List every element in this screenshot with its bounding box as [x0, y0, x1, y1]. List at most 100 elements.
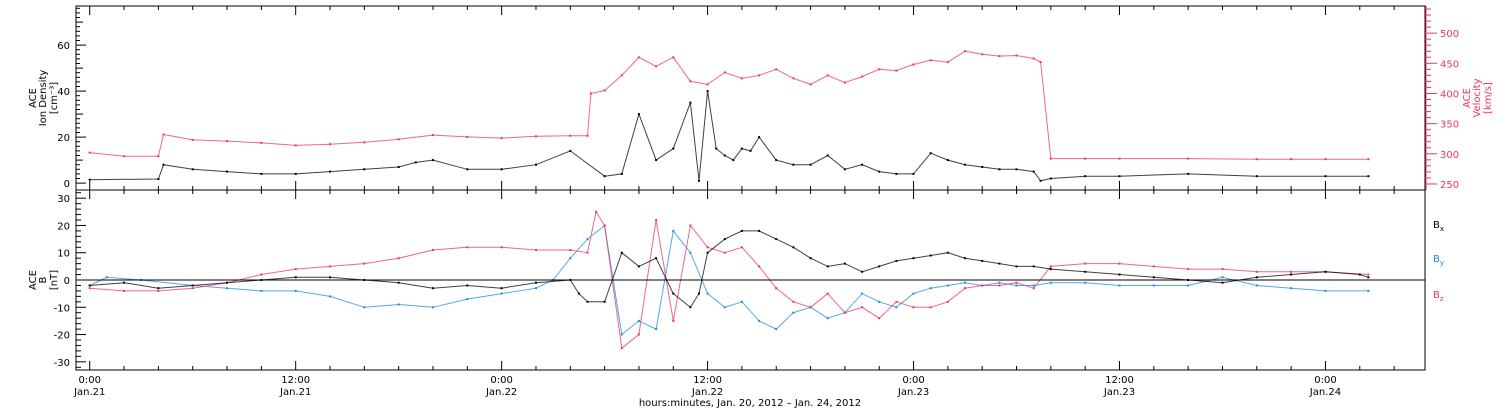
- ion-density-point: [929, 152, 932, 155]
- x-tick-date-label: Jan.22: [691, 387, 723, 398]
- bz-point: [1118, 262, 1121, 265]
- ion-density-point: [432, 159, 434, 162]
- bz-point: [1084, 262, 1087, 265]
- bottom-y-tick-label: -10: [54, 303, 70, 314]
- ion-density-point: [1324, 175, 1327, 178]
- by-point: [329, 295, 331, 298]
- by-point: [569, 257, 572, 260]
- bz-point: [912, 306, 915, 309]
- ion-density-point: [1367, 175, 1370, 178]
- bz-point: [123, 289, 126, 292]
- by-point: [775, 328, 778, 331]
- bz-point: [1049, 265, 1052, 268]
- bx-point: [946, 251, 949, 254]
- bz-point: [998, 284, 1001, 287]
- ion-density-point: [723, 154, 726, 157]
- bz-point: [157, 289, 160, 292]
- velocity-point: [1187, 157, 1190, 160]
- bz-point: [88, 287, 91, 290]
- bx-point: [191, 284, 194, 287]
- top-y2-tick-label: 350: [1440, 120, 1459, 131]
- bz-point: [535, 249, 537, 251]
- bz-point: [809, 306, 812, 309]
- velocity-point: [1084, 157, 1087, 160]
- top-y-tick-label: 0: [64, 179, 70, 190]
- velocity-point: [329, 143, 331, 146]
- velocity-point: [672, 56, 675, 59]
- top-ylabel-line3: [cm⁻³]: [49, 82, 60, 114]
- bx-point: [1049, 268, 1052, 271]
- by-point: [740, 300, 743, 303]
- ion-density-point: [758, 136, 761, 139]
- velocity-point: [191, 138, 194, 141]
- ion-density-point: [569, 149, 572, 152]
- bx-point: [1084, 270, 1087, 273]
- bz-point: [861, 306, 864, 309]
- bz-point: [294, 268, 297, 271]
- bz-point: [946, 300, 949, 303]
- velocity-point: [260, 141, 263, 144]
- bz-point: [1187, 268, 1190, 271]
- by-point: [689, 251, 692, 254]
- by-point: [895, 306, 898, 309]
- ion-density-point: [363, 168, 366, 171]
- bz-point: [1290, 270, 1293, 273]
- bx-point: [1290, 273, 1293, 276]
- bz-point: [706, 246, 709, 249]
- bz-point: [1367, 273, 1370, 276]
- bz-point: [689, 224, 692, 227]
- bx-point: [758, 229, 761, 232]
- velocity-point: [964, 50, 966, 53]
- bx-point: [998, 262, 1001, 265]
- ion-density-point: [1032, 170, 1035, 173]
- velocity-trace: [89, 50, 1369, 160]
- velocity-point: [466, 135, 469, 138]
- ion-density-point: [946, 159, 949, 162]
- velocity-point: [1367, 158, 1370, 161]
- velocity-point: [929, 59, 932, 62]
- ion-density-point: [637, 113, 640, 116]
- bz-point: [826, 292, 829, 295]
- velocity-point: [912, 63, 915, 66]
- bx-point: [294, 276, 297, 279]
- bz-point: [723, 251, 726, 254]
- bx-point: [397, 281, 400, 284]
- by-point: [1015, 284, 1018, 287]
- ion-density-point: [191, 168, 194, 171]
- by-point: [1118, 284, 1121, 287]
- ion-density-point: [500, 168, 503, 171]
- velocity-point: [1324, 158, 1327, 161]
- bottom-y-tick-label: 0: [64, 276, 70, 287]
- velocity-point: [363, 141, 366, 144]
- top-y-tick-label: 20: [57, 133, 70, 144]
- by-point: [672, 229, 675, 232]
- bx-point: [1152, 276, 1155, 279]
- by-point: [1221, 276, 1224, 279]
- x-tick-time-label: 0:00: [902, 375, 924, 386]
- velocity-point: [861, 75, 864, 78]
- bz-point: [740, 246, 743, 249]
- bottom-y-tick-label: -30: [54, 358, 70, 369]
- bx-point: [577, 292, 580, 295]
- by-point: [792, 311, 795, 314]
- ion-density-point: [162, 163, 165, 166]
- bz-point: [329, 265, 331, 268]
- velocity-point: [226, 140, 228, 143]
- x-axis-title: hours:minutes, Jan. 20, 2012 – Jan. 24, …: [639, 398, 861, 409]
- velocity-point: [758, 74, 761, 77]
- velocity-point: [569, 134, 572, 137]
- velocity-point: [689, 80, 692, 83]
- bx-trace: [89, 230, 1369, 309]
- bx-point: [1358, 273, 1361, 276]
- bx-point: [466, 284, 469, 287]
- ion-density-point: [1049, 177, 1052, 180]
- ion-density-point: [706, 90, 709, 93]
- bz-point: [1221, 268, 1224, 271]
- x-tick-time-label: 0:00: [78, 375, 100, 386]
- velocity-point: [637, 56, 640, 59]
- velocity-point: [1032, 57, 1035, 60]
- velocity-point: [162, 133, 165, 136]
- by-point: [655, 328, 658, 331]
- by-point: [826, 317, 829, 320]
- bx-point: [689, 306, 692, 309]
